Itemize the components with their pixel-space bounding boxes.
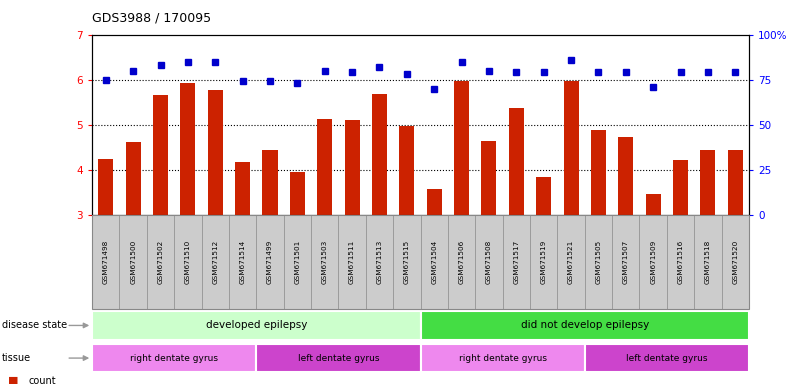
Text: GSM671502: GSM671502	[158, 240, 163, 284]
Bar	[454, 81, 469, 215]
Bar	[646, 194, 661, 215]
Text: GSM671514: GSM671514	[239, 240, 246, 284]
Text: GSM671509: GSM671509	[650, 240, 656, 284]
Bar	[427, 189, 441, 215]
Bar	[481, 141, 497, 215]
Bar	[591, 130, 606, 215]
Text: GSM671506: GSM671506	[459, 240, 465, 284]
Bar	[263, 150, 277, 215]
Text: right dentate gyrus: right dentate gyrus	[459, 354, 546, 362]
Bar	[290, 172, 305, 215]
Text: GSM671521: GSM671521	[568, 240, 574, 284]
Text: disease state: disease state	[2, 320, 66, 331]
Text: GSM671515: GSM671515	[404, 240, 410, 284]
Text: left dentate gyrus: left dentate gyrus	[298, 354, 379, 362]
Bar	[344, 120, 360, 215]
Bar	[400, 126, 414, 215]
Bar	[235, 162, 250, 215]
Text: ■: ■	[8, 376, 18, 384]
Bar	[372, 94, 387, 215]
Bar	[153, 96, 168, 215]
Text: right dentate gyrus: right dentate gyrus	[131, 354, 218, 362]
Bar	[536, 177, 551, 215]
Text: GSM671519: GSM671519	[541, 240, 546, 284]
Text: GSM671507: GSM671507	[623, 240, 629, 284]
Bar	[700, 150, 715, 215]
Bar	[564, 81, 578, 215]
Text: GSM671520: GSM671520	[732, 240, 739, 284]
Text: GSM671510: GSM671510	[185, 240, 191, 284]
Bar	[317, 119, 332, 215]
Text: developed epilepsy: developed epilepsy	[206, 320, 307, 331]
Text: GSM671518: GSM671518	[705, 240, 710, 284]
Bar	[509, 108, 524, 215]
Text: GDS3988 / 170095: GDS3988 / 170095	[92, 12, 211, 25]
Bar	[207, 89, 223, 215]
Text: GSM671517: GSM671517	[513, 240, 519, 284]
Text: GSM671503: GSM671503	[322, 240, 328, 284]
Text: GSM671513: GSM671513	[376, 240, 382, 284]
Text: GSM671505: GSM671505	[595, 240, 602, 284]
Text: GSM671500: GSM671500	[131, 240, 136, 284]
Bar	[618, 137, 634, 215]
Text: GSM671499: GSM671499	[267, 240, 273, 284]
Text: GSM671516: GSM671516	[678, 240, 683, 284]
Text: did not develop epilepsy: did not develop epilepsy	[521, 320, 649, 331]
Text: GSM671511: GSM671511	[349, 240, 355, 284]
Bar	[99, 159, 113, 215]
Text: GSM671501: GSM671501	[295, 240, 300, 284]
Text: count: count	[28, 376, 55, 384]
Text: tissue: tissue	[2, 353, 30, 363]
Bar	[180, 83, 195, 215]
Text: GSM671504: GSM671504	[431, 240, 437, 284]
Bar	[673, 160, 688, 215]
Text: left dentate gyrus: left dentate gyrus	[626, 354, 707, 362]
Text: GSM671512: GSM671512	[212, 240, 218, 284]
Text: GSM671498: GSM671498	[103, 240, 109, 284]
Bar	[728, 150, 743, 215]
Bar	[126, 142, 141, 215]
Text: GSM671508: GSM671508	[486, 240, 492, 284]
